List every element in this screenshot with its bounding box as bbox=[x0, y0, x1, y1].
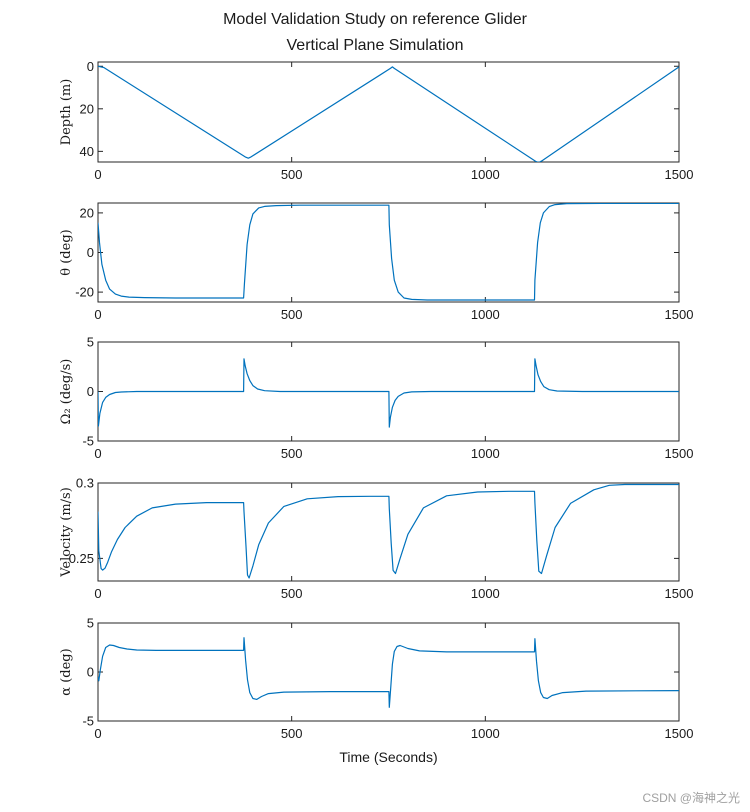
figure-title: Model Validation Study on reference Glid… bbox=[223, 11, 527, 28]
pitch-rate-ylabel: Ω₂ (deg/s) bbox=[59, 359, 74, 425]
depth-ytick-label: 0 bbox=[87, 59, 94, 74]
velocity-series-line bbox=[98, 483, 679, 579]
figure-subtitle: Vertical Plane Simulation bbox=[286, 37, 464, 54]
pitch-series-line bbox=[98, 203, 679, 301]
angle-of-attack-ytick-label: 0 bbox=[87, 665, 94, 680]
pitch-ytick-label: 20 bbox=[80, 205, 94, 220]
pitch-xtick-label: 1500 bbox=[665, 307, 694, 322]
depth-series-line bbox=[98, 65, 679, 162]
angle-of-attack-axes-box bbox=[97, 622, 680, 722]
pitch-xtick-label: 1000 bbox=[471, 307, 500, 322]
pitch-rate-xtick-label: 1000 bbox=[471, 446, 500, 461]
depth-xtick-label: 1500 bbox=[665, 167, 694, 182]
angle-of-attack-xtick-label: 0 bbox=[94, 726, 101, 741]
pitch-xtick-label: 500 bbox=[281, 307, 303, 322]
x-axis-label: Time (Seconds) bbox=[339, 749, 437, 765]
depth-axes-box bbox=[97, 61, 680, 163]
angle-of-attack-xtick-label: 1500 bbox=[665, 726, 694, 741]
angle-of-attack-xtick-label: 500 bbox=[281, 726, 303, 741]
watermark: CSDN @海神之光 bbox=[642, 791, 740, 805]
pitch-xtick-label: 0 bbox=[94, 307, 101, 322]
pitch-ylabel: θ (deg) bbox=[59, 229, 74, 275]
angle-of-attack-xtick-label: 1000 bbox=[471, 726, 500, 741]
pitch-rate-series-line bbox=[98, 358, 679, 428]
velocity-xtick-label: 1500 bbox=[665, 586, 694, 601]
depth-xtick-label: 500 bbox=[281, 167, 303, 182]
subplot-depth: 0 500 1000 1500 0 20 40 Depth (m) bbox=[59, 59, 693, 182]
pitch-ytick-label: -20 bbox=[75, 285, 94, 300]
depth-xtick-label: 1000 bbox=[471, 167, 500, 182]
velocity-ytick-label: 0.25 bbox=[69, 551, 94, 566]
velocity-ylabel: Velocity (m/s) bbox=[59, 487, 74, 578]
depth-xtick-label: 0 bbox=[94, 167, 101, 182]
angle-of-attack-ytick-label: -5 bbox=[82, 714, 94, 729]
pitch-rate-xtick-label: 0 bbox=[94, 446, 101, 461]
velocity-xtick-label: 0 bbox=[94, 586, 101, 601]
pitch-rate-ytick-label: 0 bbox=[87, 384, 94, 399]
pitch-rate-xtick-label: 500 bbox=[281, 446, 303, 461]
velocity-xtick-label: 500 bbox=[281, 586, 303, 601]
velocity-xtick-label: 1000 bbox=[471, 586, 500, 601]
depth-ylabel: Depth (m) bbox=[59, 79, 74, 146]
depth-ytick-label: 40 bbox=[80, 144, 94, 159]
pitch-rate-ytick-label: 5 bbox=[87, 335, 94, 350]
velocity-ytick-label: 0.3 bbox=[76, 476, 94, 491]
depth-ytick-label: 20 bbox=[80, 101, 94, 116]
pitch-rate-ytick-label: -5 bbox=[82, 434, 94, 449]
pitch-rate-xtick-label: 1500 bbox=[665, 446, 694, 461]
pitch-ytick-label: 0 bbox=[87, 245, 94, 260]
angle-of-attack-ytick-label: 5 bbox=[87, 616, 94, 631]
pitch-axes-box bbox=[97, 202, 680, 303]
angle-of-attack-series-line bbox=[98, 637, 679, 708]
angle-of-attack-ylabel: α (deg) bbox=[59, 648, 74, 695]
